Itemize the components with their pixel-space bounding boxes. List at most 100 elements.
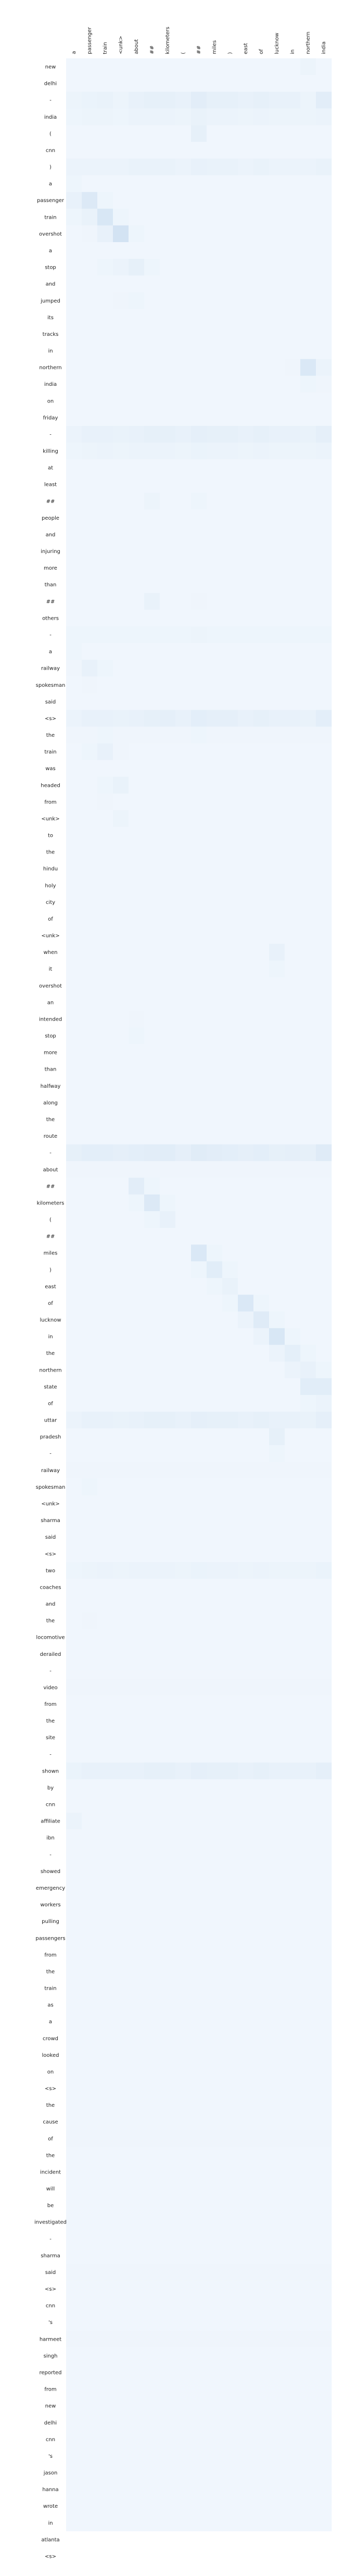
heatmap-cell	[300, 2464, 316, 2481]
heatmap-cell	[66, 1478, 82, 1496]
heatmap-cell	[238, 2397, 254, 2415]
heatmap-cell	[175, 894, 192, 911]
heatmap-cell	[175, 1010, 192, 1028]
heatmap-cell	[160, 1445, 176, 1462]
heatmap-cell	[82, 275, 98, 293]
heatmap-cell	[113, 359, 129, 376]
heatmap-cell	[285, 2080, 301, 2097]
heatmap-cell	[316, 1762, 332, 1780]
heatmap-cell	[113, 58, 129, 76]
heatmap-cell	[160, 75, 176, 92]
heatmap-cell	[97, 910, 113, 927]
heatmap-cell	[160, 710, 176, 727]
heatmap-cell	[300, 2330, 316, 2348]
heatmap-cell	[207, 2096, 223, 2114]
heatmap-cell	[222, 309, 238, 326]
heatmap-cell	[191, 1261, 207, 1278]
heatmap-cell	[66, 1829, 82, 1846]
heatmap-cell	[253, 960, 270, 978]
heatmap-cell	[300, 242, 316, 259]
heatmap-cell	[82, 2146, 98, 2164]
heatmap-cell	[316, 1194, 332, 1212]
heatmap-cell	[300, 810, 316, 827]
heatmap-cell	[66, 1745, 82, 1763]
heatmap-cell	[238, 1144, 254, 1162]
heatmap-cell	[97, 760, 113, 777]
heatmap-cell	[207, 2381, 223, 2398]
heatmap-cell	[238, 593, 254, 610]
heatmap-cell	[175, 2163, 192, 2181]
heatmap-cell	[191, 1211, 207, 1228]
heatmap-cell	[269, 2481, 285, 2498]
heatmap-cell	[144, 760, 160, 777]
heatmap-cell	[285, 342, 301, 359]
heatmap-cell	[207, 1027, 223, 1045]
heatmap-cell	[300, 325, 316, 343]
heatmap-cell	[66, 1913, 82, 1930]
heatmap-cell	[175, 910, 192, 927]
y-tick-label: railway	[41, 1468, 60, 1474]
heatmap-cell	[316, 1278, 332, 1295]
heatmap-cell	[222, 977, 238, 995]
x-tick-label: a	[71, 51, 77, 54]
heatmap-cell	[253, 793, 270, 811]
heatmap-cell	[175, 1394, 192, 1412]
heatmap-cell	[160, 359, 176, 376]
heatmap-cell	[160, 1211, 176, 1228]
heatmap-cell	[113, 743, 129, 760]
heatmap-cell	[285, 1595, 301, 1613]
heatmap-cell	[175, 626, 192, 644]
heatmap-cell	[82, 425, 98, 443]
heatmap-cell	[285, 2280, 301, 2297]
heatmap-cell	[191, 2130, 207, 2147]
heatmap-cell	[316, 392, 332, 410]
heatmap-cell	[82, 1863, 98, 1880]
heatmap-cell	[238, 125, 254, 142]
heatmap-cell	[269, 459, 285, 476]
heatmap-cell	[238, 1211, 254, 1228]
y-tick-label: miles	[44, 1251, 58, 1256]
heatmap-cell	[285, 693, 301, 710]
heatmap-cell	[175, 1846, 192, 1863]
y-tick-label: said	[45, 699, 56, 705]
heatmap-cell	[222, 643, 238, 660]
heatmap-cell	[238, 1712, 254, 1729]
heatmap-cell	[66, 2214, 82, 2231]
heatmap-cell	[269, 375, 285, 393]
heatmap-cell	[285, 459, 301, 476]
heatmap-cell	[222, 2130, 238, 2147]
heatmap-cell	[285, 1929, 301, 1947]
heatmap-cell	[300, 1712, 316, 1729]
heatmap-cell	[113, 2481, 129, 2498]
heatmap-cell	[316, 1863, 332, 1880]
heatmap-cell	[160, 325, 176, 343]
heatmap-cell	[113, 977, 129, 995]
heatmap-cell	[97, 643, 113, 660]
heatmap-cell	[82, 292, 98, 309]
heatmap-cell	[316, 1679, 332, 1696]
heatmap-cell	[222, 192, 238, 209]
heatmap-cell	[285, 1177, 301, 1195]
heatmap-cell	[191, 2197, 207, 2214]
heatmap-cell	[316, 2314, 332, 2331]
y-tick-label: of	[48, 2136, 53, 2142]
heatmap-cell	[66, 493, 82, 510]
heatmap-cell	[160, 2514, 176, 2532]
heatmap-cell	[207, 1445, 223, 1462]
heatmap-cell	[129, 760, 145, 777]
heatmap-cell	[175, 1127, 192, 1145]
heatmap-cell	[129, 1946, 145, 1964]
heatmap-cell	[175, 1796, 192, 1813]
heatmap-cell	[191, 1512, 207, 1529]
y-tick-label: killing	[43, 449, 58, 455]
heatmap-cell	[175, 1745, 192, 1763]
heatmap-cell	[285, 1545, 301, 1563]
heatmap-cell	[113, 509, 129, 526]
y-tick-label: its	[47, 315, 54, 321]
heatmap-cell	[129, 2063, 145, 2080]
heatmap-cell	[191, 242, 207, 259]
heatmap-cell	[82, 927, 98, 944]
heatmap-cell	[238, 309, 254, 326]
heatmap-cell	[129, 1662, 145, 1679]
heatmap-cell	[160, 1896, 176, 1913]
